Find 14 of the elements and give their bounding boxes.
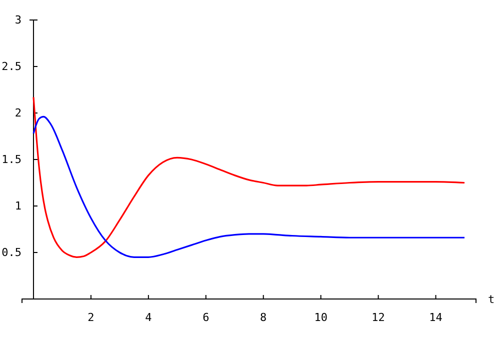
x-tick-label: 14 [429, 310, 443, 324]
y-tick-label: 0.5 [2, 246, 22, 260]
x-tick-label: 12 [372, 310, 385, 324]
x-tick-label: 4 [145, 310, 152, 324]
x-tick-label: 10 [314, 310, 328, 324]
x-axis-title: t [488, 293, 495, 306]
y-tick-label: 2 [14, 106, 22, 120]
y-tick-label: 2.5 [2, 60, 22, 74]
x-tick-label: 6 [202, 310, 210, 324]
x-tick-label: 2 [88, 310, 94, 324]
y-tick-label: 3 [14, 14, 22, 27]
y-tick-label: 1 [14, 200, 22, 213]
x-tick-label: 8 [260, 310, 267, 324]
y-tick-label: 1.5 [2, 153, 22, 166]
